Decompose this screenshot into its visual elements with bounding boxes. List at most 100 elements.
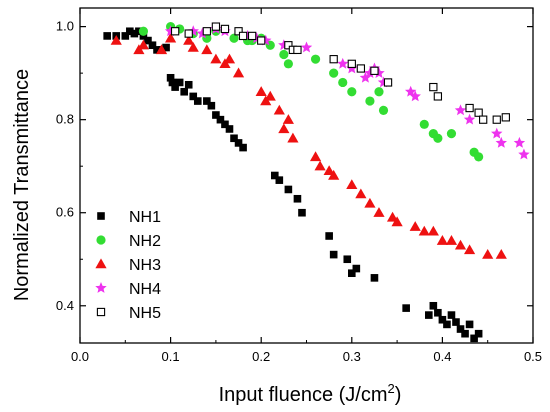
data-point (465, 103, 474, 113)
legend-label: NH4 (129, 281, 161, 298)
data-point (409, 221, 421, 231)
data-point (425, 311, 433, 319)
legend-item-nh3: NH3 (95, 257, 161, 274)
data-point (474, 329, 483, 338)
data-point (391, 216, 403, 227)
data-point (338, 77, 348, 88)
data-point (110, 34, 122, 45)
data-point (239, 143, 247, 152)
data-point (402, 304, 410, 312)
data-point (238, 31, 248, 41)
data-point (211, 22, 221, 31)
data-point (255, 86, 267, 96)
data-point (300, 41, 313, 53)
data-point (212, 111, 220, 119)
data-point (347, 87, 357, 97)
data-point (126, 27, 134, 36)
data-point (247, 31, 257, 41)
data-point (189, 92, 198, 101)
data-point (513, 136, 526, 148)
data-point (492, 115, 501, 124)
data-point (495, 248, 507, 259)
data-point (225, 125, 234, 133)
data-point (184, 29, 193, 38)
data-point (329, 68, 339, 78)
x-axis-title-main: Input fluence (J/cm (219, 384, 388, 406)
data-point (279, 49, 289, 60)
legend-marker (96, 235, 106, 245)
data-point (370, 66, 379, 75)
data-point (264, 90, 276, 101)
data-point (429, 82, 438, 92)
data-point (446, 129, 457, 139)
data-point (275, 176, 284, 184)
data-point (221, 120, 229, 129)
data-point (447, 311, 456, 319)
data-point (355, 188, 367, 199)
data-point (325, 232, 333, 240)
data-point (373, 207, 385, 217)
data-point (364, 67, 376, 78)
data-point (323, 165, 335, 176)
data-point (162, 43, 170, 52)
data-point (329, 55, 338, 64)
data-point (479, 115, 488, 124)
y-tick-label: 0.6 (56, 205, 74, 220)
legend-label: NH3 (129, 257, 161, 274)
data-point (175, 78, 184, 87)
data-point (495, 136, 507, 148)
data-point (365, 96, 375, 106)
data-point (445, 235, 458, 245)
data-point (153, 46, 161, 54)
x-tick-label: 0.1 (162, 349, 180, 364)
data-point (166, 73, 175, 82)
data-point (284, 41, 293, 50)
data-point (463, 244, 476, 255)
data-point (374, 87, 384, 97)
x-tick-label: 0.2 (252, 349, 270, 364)
data-point (207, 101, 216, 110)
data-point (482, 248, 494, 259)
data-point (373, 67, 385, 78)
legend-item-nh1: NH1 (97, 209, 161, 226)
data-point (282, 114, 294, 124)
data-point (155, 44, 168, 55)
x-tick-label: 0.0 (71, 349, 89, 364)
data-point (378, 105, 389, 115)
data-point (347, 59, 356, 68)
data-point (386, 211, 399, 222)
data-point (171, 83, 179, 91)
data-point (283, 59, 293, 69)
data-point (183, 34, 195, 45)
data-point (287, 132, 299, 143)
data-point (121, 32, 130, 40)
data-point (138, 26, 149, 36)
data-point (370, 274, 379, 282)
data-point (419, 119, 429, 129)
data-point (491, 127, 503, 139)
data-point (346, 179, 358, 190)
data-point (501, 113, 510, 122)
data-point (409, 90, 421, 102)
y-tick-label: 0.8 (56, 112, 74, 127)
data-point (465, 320, 474, 329)
data-point (329, 250, 338, 259)
data-point (201, 44, 213, 55)
series-nh5 (170, 22, 510, 124)
data-point (293, 45, 302, 55)
data-point (352, 264, 361, 273)
data-point (359, 71, 372, 83)
data-point (232, 67, 245, 78)
data-point (202, 27, 211, 36)
data-point (196, 27, 209, 39)
axes: 0.0 0.1 0.2 0.3 0.4 0.5 0.4 0.6 0.8 1.0 (56, 7, 542, 364)
data-point (454, 239, 467, 250)
legend-marker (97, 212, 105, 220)
data-point (168, 78, 177, 87)
legend-label: NH5 (129, 305, 161, 322)
data-point (418, 225, 430, 236)
data-point (139, 32, 148, 40)
data-point (223, 53, 236, 64)
data-point (184, 80, 193, 89)
